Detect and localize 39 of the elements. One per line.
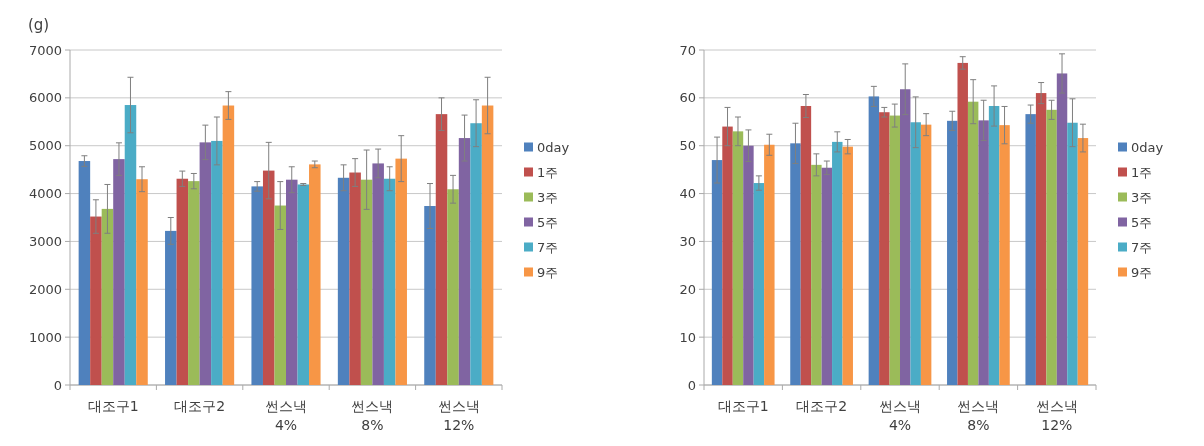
y-tick-label: 5000 (28, 138, 62, 154)
y-tick-label: 40 (679, 186, 696, 202)
y-tick-label: 3000 (28, 233, 62, 249)
x-tick-label: 썬스낵 8% (351, 398, 394, 433)
y-tick-label: 2000 (28, 281, 62, 297)
legend-label: 1주 (537, 165, 559, 181)
legend-label: 5주 (1131, 215, 1153, 231)
legend-label: 7주 (1131, 240, 1153, 256)
x-tick-label: 대조구1 (87, 398, 139, 414)
y-tick-label: 6000 (28, 90, 62, 106)
y-tick-label: 1000 (28, 329, 62, 345)
y-tick-label: 7000 (28, 42, 62, 58)
x-tick-label: 대조구1 (717, 398, 769, 414)
y-tick-label: 50 (679, 138, 696, 154)
x-tick-label: 썬스낵 4% (879, 398, 921, 433)
x-tick-label: 대조구2 (174, 398, 226, 414)
x-tick-label: 대조구2 (796, 398, 848, 414)
y-tick-label: 20 (679, 281, 696, 297)
legend-label: 3주 (1131, 190, 1153, 206)
x-tick-label: 썬스낵 12% (1035, 398, 1078, 433)
y-tick-label: 4000 (28, 186, 62, 202)
y-tick-label: 30 (679, 233, 696, 249)
y-tick-label: 70 (679, 42, 696, 58)
legend-label: 3주 (537, 190, 559, 206)
y-axis-title: (g) (28, 16, 50, 34)
x-tick-label: 썬스낵 12% (437, 398, 480, 433)
legend-label: 1주 (1131, 165, 1153, 181)
y-tick-label: 0 (687, 377, 696, 393)
legend-label: 0day (1131, 140, 1164, 156)
legend-label: 0day (537, 140, 570, 156)
legend-label: 9주 (1131, 265, 1153, 281)
legend-label: 9주 (537, 265, 559, 281)
legend-label: 5주 (537, 215, 559, 231)
x-tick-label: 썬스낵 4% (265, 398, 307, 433)
legend-label: 7주 (537, 240, 559, 256)
x-tick-label: 썬스낵 8% (957, 398, 1000, 433)
y-tick-label: 10 (679, 329, 696, 345)
y-tick-label: 0 (53, 377, 62, 393)
y-tick-label: 60 (679, 90, 696, 106)
